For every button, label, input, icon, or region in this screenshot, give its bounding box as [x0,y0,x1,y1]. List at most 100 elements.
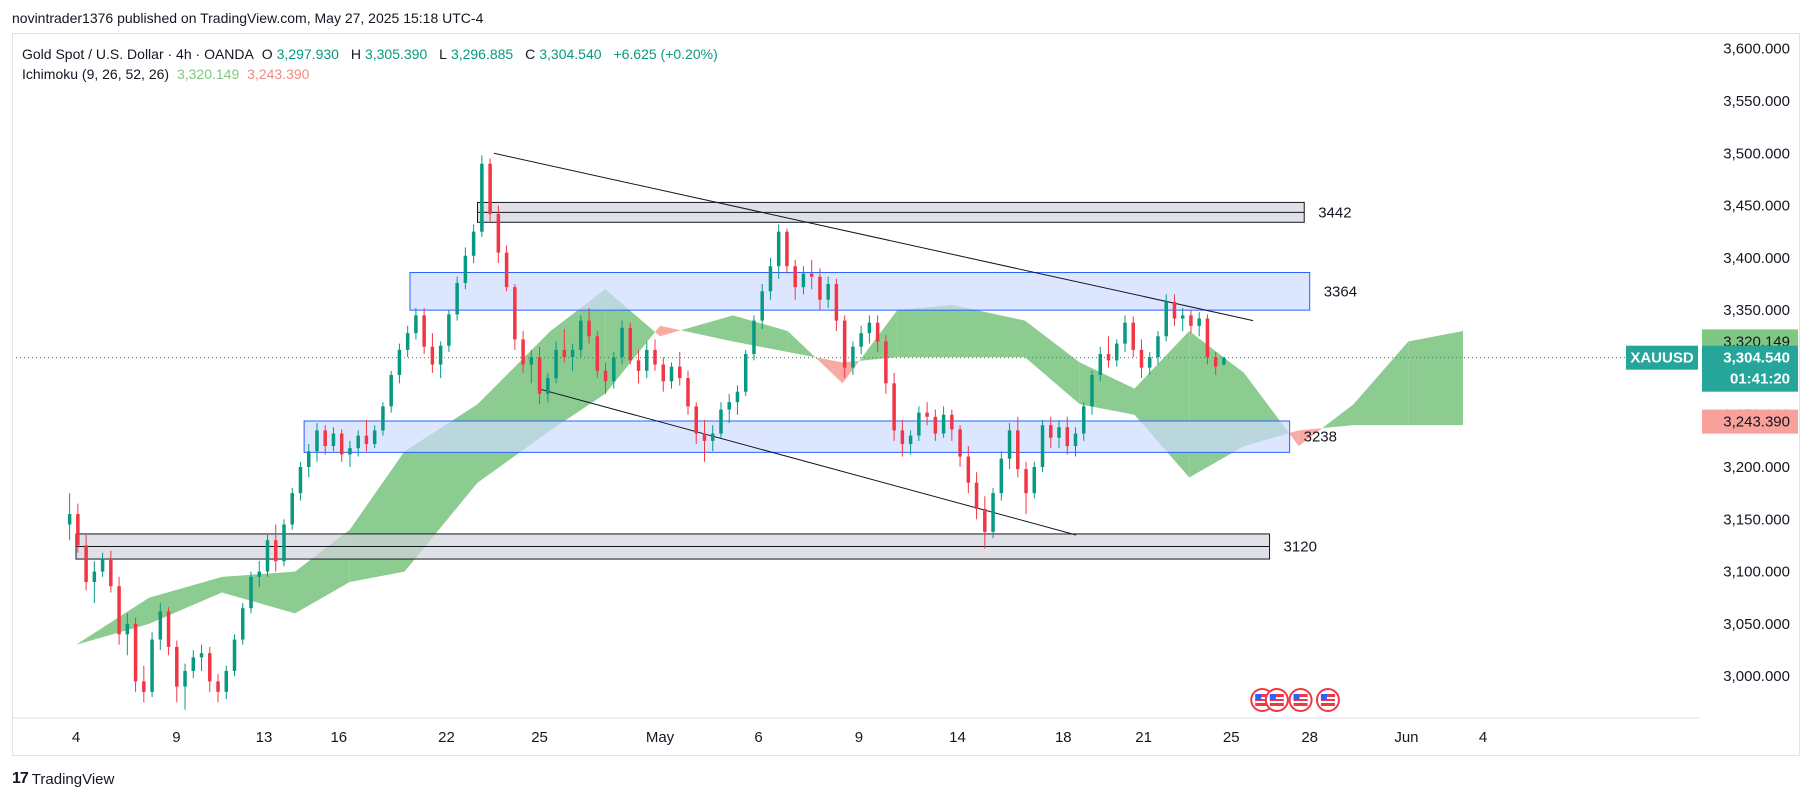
candle-body [496,213,501,253]
candle-body [735,391,740,403]
candle-body [150,639,154,692]
candle [686,370,690,415]
candle-body [1032,467,1037,494]
footer-brand: TradingView [31,770,115,788]
us-flag-event-icon [1264,688,1289,712]
candle-body [133,623,138,682]
candle-body [1016,430,1020,470]
open-value: 3,297.930 [276,46,339,62]
candle [1098,346,1102,382]
y-tick-label: 3,500.000 [1723,145,1790,162]
candle [669,362,674,389]
candle-body [801,273,806,288]
candle-body [653,349,657,365]
candle [183,663,187,710]
candle [513,283,517,350]
candle [323,425,327,455]
candle [1197,312,1201,337]
footer: 17 TradingView [12,770,114,788]
candle [546,372,550,403]
candle-body [1189,315,1193,326]
x-tick-label: 21 [1135,729,1152,746]
candle-body [224,670,229,692]
candle-body [661,364,666,382]
candle [356,430,360,457]
published-header: novintrader1376 published on TradingView… [12,10,484,26]
candle-body [282,524,286,562]
candle [282,519,286,567]
candle-body [587,320,591,337]
candle-body [67,514,72,525]
candle [315,423,319,462]
candle-body [1139,349,1144,368]
x-tick-label: 25 [531,729,548,746]
candle-body [504,252,509,288]
zone-label-3238: 3238 [1304,429,1337,446]
candle [628,322,633,365]
zone-3238 [303,420,1291,453]
cloud-green-segment [76,597,149,645]
candle-body [273,540,278,562]
candle [109,550,113,593]
candle [702,419,707,462]
candle-body [677,366,682,379]
candle [867,315,872,344]
candle-body [628,327,633,361]
x-tick-label: 9 [855,729,863,746]
candle [1189,310,1193,334]
candle-body [1213,357,1218,367]
candle [875,315,880,352]
candle-body [1156,336,1160,358]
candle-body [776,231,781,267]
candle-body [612,357,616,382]
candle [273,524,278,572]
candle-body [364,435,369,444]
candle-body [752,320,756,355]
candle [1024,461,1028,515]
candle-body [1147,357,1152,368]
indicator-value-2: 3,243.390 [247,66,310,82]
candle-body [323,430,327,447]
zone-label-3442: 3442 [1318,204,1351,221]
cloud-green-segment [1322,404,1354,429]
indicator-legend[interactable]: Ichimoku (9, 26, 52, 26) 3,320.149 3,243… [22,66,313,82]
candle-body [463,255,468,283]
chart-frame[interactable] [12,33,1800,756]
candle [579,315,583,358]
candle [966,446,971,494]
candle [158,602,163,651]
candle [1106,336,1111,368]
candle-body [1082,406,1086,434]
candle [504,245,509,292]
candle-body [554,349,558,379]
candle-body [974,482,979,509]
countdown-text: 01:41:20 [1730,371,1790,388]
candle [620,320,624,365]
candle [166,607,171,656]
trendline [537,388,1077,536]
candle [983,496,987,549]
candle [562,328,567,363]
symbol-legend[interactable]: Gold Spot / U.S. Dollar · 4h · OANDA O 3,… [22,46,718,62]
candle-body [216,681,220,692]
candle-body [84,545,88,583]
cloud-red-segment [1298,428,1323,447]
candle-body [669,366,674,382]
x-tick-label: 4 [1479,729,1487,746]
candle-body [941,414,946,434]
cloud-red-segment [815,357,843,384]
candle-body [999,458,1004,494]
candle [125,613,130,656]
candle-body [966,456,971,483]
candle [1090,370,1094,415]
cloud-green-segment [1025,320,1080,405]
candle [117,576,121,645]
candle [999,451,1004,501]
indicator-value-1: 3,320.149 [176,66,240,82]
candle-body [414,315,418,334]
candle [175,640,179,703]
x-tick-label: 28 [1301,729,1318,746]
candle-body [76,514,80,546]
candle-body [381,406,385,431]
